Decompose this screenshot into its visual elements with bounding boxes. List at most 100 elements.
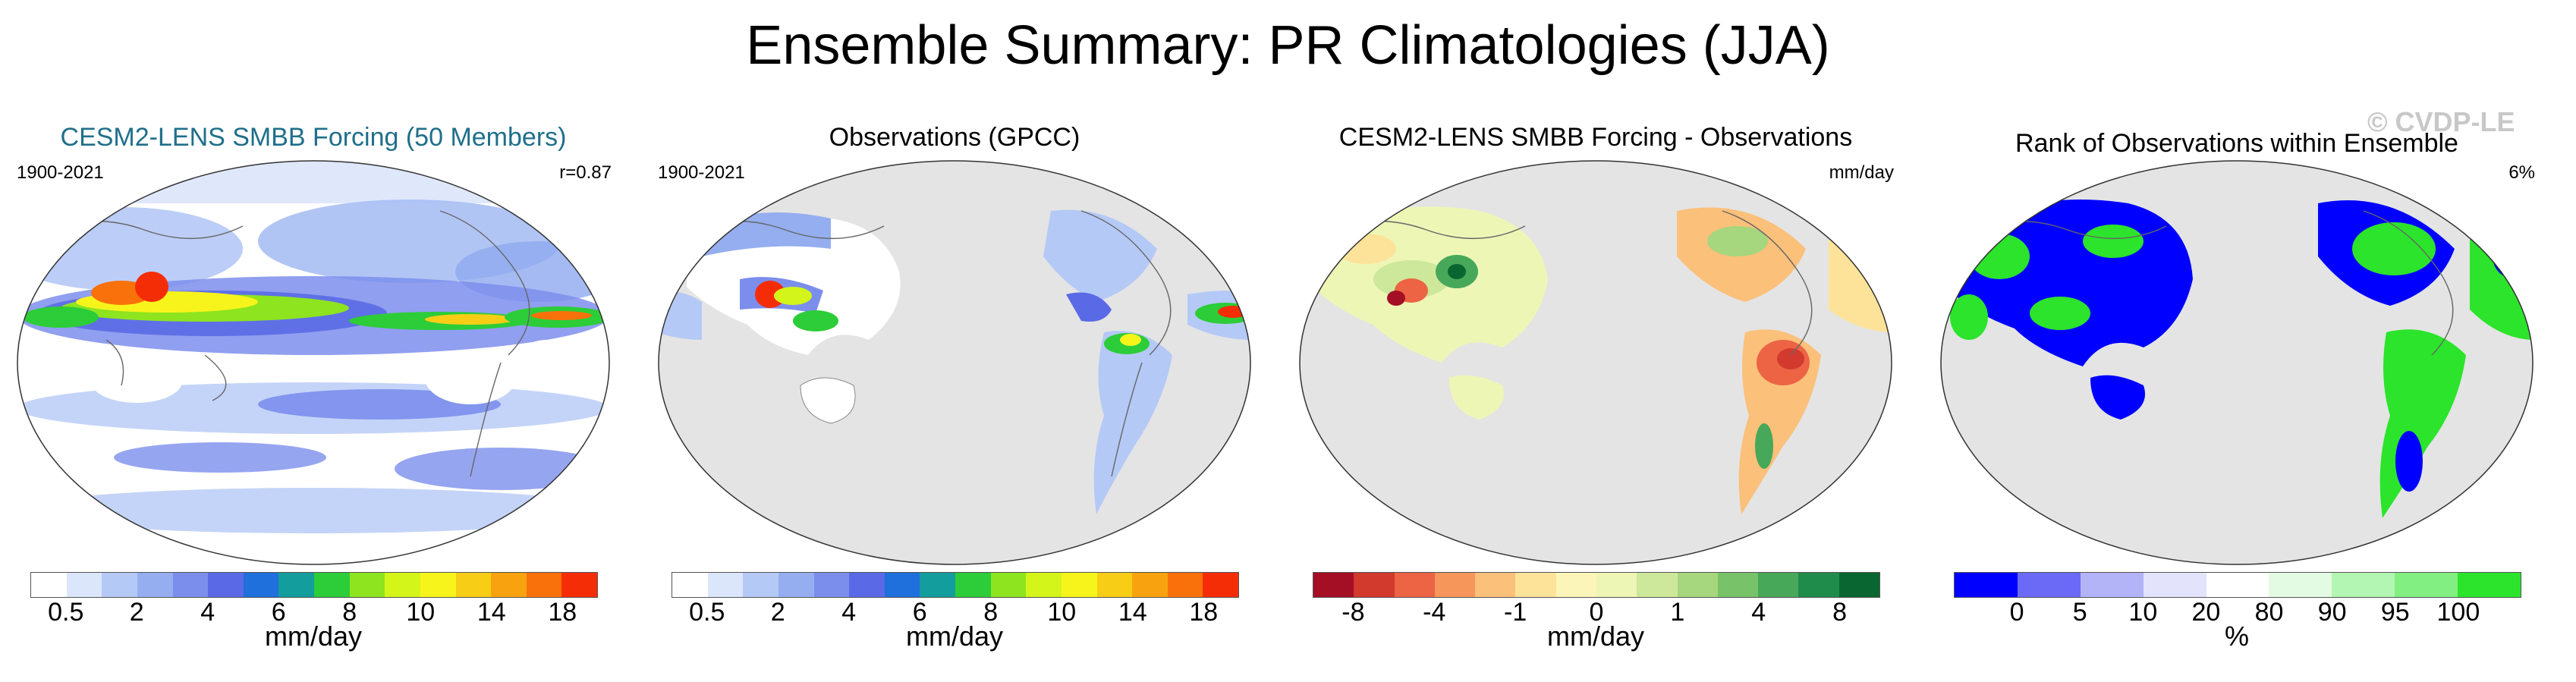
colorbar-tick-label: 95	[2380, 598, 2410, 627]
panel-rank: Rank of Observations within Ensemble 6% …	[1923, 114, 2550, 675]
panel-observations: Observations (GPCC) 1900-2021	[641, 114, 1268, 675]
colorbar-tick-label: -4	[1423, 598, 1446, 627]
colorbar-swatch	[2143, 573, 2206, 597]
colorbar-swatch	[102, 573, 137, 597]
colorbar-swatch	[1677, 573, 1718, 597]
globe-map	[17, 160, 610, 565]
colorbar-tick-label: 90	[2317, 598, 2347, 627]
colorbar-tick-label: 5	[2072, 598, 2087, 627]
globe-map	[1299, 160, 1892, 565]
colorbar-swatch	[1394, 573, 1435, 597]
colorbar-tick-label: 8	[342, 598, 357, 627]
colorbar-swatch	[172, 573, 209, 597]
colorbar-swatch	[813, 573, 850, 597]
colorbar-tick-label: 8	[1832, 598, 1848, 627]
colorbar-unit: mm/day	[264, 621, 363, 652]
colorbar-tick-label: 0.5	[48, 598, 84, 627]
colorbar-swatch	[884, 573, 920, 597]
colorbar-swatch	[1167, 573, 1203, 597]
colorbar-tick-label: 20	[2191, 598, 2221, 627]
colorbar-swatch	[1637, 573, 1678, 597]
colorbar-tick-label: 18	[1189, 598, 1219, 627]
colorbar-tick-label: 10	[406, 598, 436, 627]
colorbar-swatch	[1758, 573, 1799, 597]
colorbar-swatch	[849, 573, 885, 597]
colorbar-swatch	[455, 573, 492, 597]
panel-model-climatology: CESM2-LENS SMBB Forcing (50 Members) 190…	[0, 114, 627, 675]
colorbar-swatch	[385, 573, 420, 597]
colorbar-swatch	[1596, 573, 1637, 597]
colorbar-tick-label: 6	[912, 598, 927, 627]
colorbar-swatch	[1026, 573, 1062, 597]
colorbar-swatch	[66, 573, 102, 597]
colorbar-tick-label: 2	[129, 598, 144, 627]
colorbar-ticks: -8 -4 -1 0 1 4 8	[1313, 598, 1880, 627]
correlation-label: r=0.87	[559, 162, 612, 183]
colorbar-swatch	[1096, 573, 1133, 597]
colorbar-swatch	[2332, 573, 2395, 597]
colorbar-swatch	[314, 573, 350, 597]
percent-label: 6%	[2508, 162, 2535, 183]
colorbar-swatch	[491, 573, 527, 597]
colorbar-tick-label: 10	[2128, 598, 2158, 627]
colorbar-swatch	[2206, 573, 2269, 597]
colorbar-swatch	[208, 573, 244, 597]
colorbar-tick-label: 2	[770, 598, 785, 627]
colorbar-swatch	[1354, 573, 1395, 597]
colorbar-swatch	[990, 573, 1027, 597]
colorbar-swatch	[1555, 573, 1596, 597]
colorbar-tick-label: 80	[2254, 598, 2284, 627]
colorbar-tick-label: 1	[1670, 598, 1685, 627]
colorbar-tick-label: 14	[1118, 598, 1147, 627]
colorbar-tick-label: 4	[841, 598, 857, 627]
colorbar-tick-label: 0.5	[689, 598, 725, 627]
colorbar-swatch	[2269, 573, 2332, 597]
colorbar-tick-label: 4	[1751, 598, 1766, 627]
colorbar-tick-label: 18	[548, 598, 577, 627]
colorbar	[672, 572, 1239, 598]
period-label: 1900-2021	[17, 162, 104, 183]
colorbar	[1954, 572, 2521, 598]
colorbar-unit: mm/day	[1546, 621, 1645, 652]
colorbar-swatch	[2458, 573, 2521, 597]
colorbar-tick-label: 4	[200, 598, 215, 627]
units-label: mm/day	[1829, 162, 1894, 183]
colorbar-swatch	[2395, 573, 2458, 597]
colorbar-swatch	[1313, 573, 1354, 597]
colorbar-swatch	[672, 573, 708, 597]
colorbar-swatch	[1434, 573, 1476, 597]
colorbar-swatch	[349, 573, 385, 597]
colorbar-swatch	[1717, 573, 1759, 597]
period-label: 1900-2021	[658, 162, 745, 183]
colorbar-swatch	[955, 573, 991, 597]
globe-map	[658, 160, 1251, 565]
colorbar-swatch	[1955, 573, 2018, 597]
colorbar-tick-label: 14	[477, 598, 506, 627]
colorbar-tick-label: 8	[983, 598, 999, 627]
colorbar-tick-label: 100	[2436, 598, 2480, 627]
colorbar-swatch	[743, 573, 778, 597]
panel-title: Rank of Observations within Ensemble	[2015, 129, 2458, 158]
colorbar-swatch	[278, 573, 314, 597]
colorbar-swatch	[778, 573, 814, 597]
panel-title: Observations (GPCC)	[829, 123, 1080, 152]
colorbar-ticks: 0.5 2 4 6 8 10 14 18	[30, 598, 598, 627]
colorbar-swatch	[920, 573, 955, 597]
colorbar-tick-label: 0	[2009, 598, 2024, 627]
colorbar-swatch	[1203, 573, 1238, 597]
figure-title: Ensemble Summary: PR Climatologies (JJA)	[746, 15, 1830, 76]
colorbar-ticks: 0.5 2 4 6 8 10 14 18	[672, 598, 1239, 627]
colorbar-swatch	[2080, 573, 2144, 597]
colorbar-tick-label: 0	[1589, 598, 1604, 627]
colorbar-tick-label: -8	[1341, 598, 1365, 627]
colorbar-unit: %	[2224, 621, 2249, 652]
colorbar-swatch	[561, 573, 597, 597]
colorbar-swatch	[1515, 573, 1556, 597]
globe-map	[1940, 160, 2534, 565]
colorbar-swatch	[1798, 573, 1839, 597]
colorbar-swatch	[1475, 573, 1516, 597]
colorbar-swatch	[31, 573, 67, 597]
panel-difference: CESM2-LENS SMBB Forcing - Observations m…	[1282, 114, 1909, 675]
colorbar	[1313, 572, 1880, 598]
watermark: © CVDP-LE	[2367, 106, 2515, 137]
